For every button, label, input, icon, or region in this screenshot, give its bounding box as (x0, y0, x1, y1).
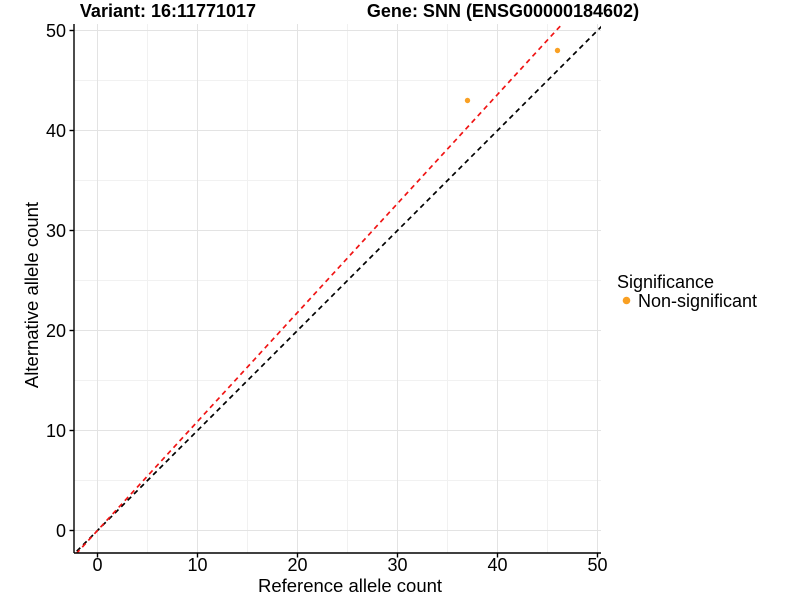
plot-title-gene: Gene: SNN (ENSG00000184602) (367, 1, 639, 21)
identity-line (74, 25, 601, 553)
legend-item-label: Non-significant (638, 291, 757, 311)
y-tick-label: 30 (46, 221, 66, 241)
y-axis-title: Alternative allele count (21, 202, 42, 388)
reference-lines (74, 24, 601, 553)
x-tick-label: 10 (187, 555, 207, 575)
x-axis-title: Reference allele count (258, 575, 442, 596)
legend-key-dot (622, 296, 631, 305)
legend-title: Significance (617, 272, 714, 292)
gridlines (74, 24, 601, 553)
y-tick-label: 20 (46, 321, 66, 341)
plot-title-variant: Variant: 16:11771017 (80, 1, 256, 21)
x-tick-label: 40 (487, 555, 507, 575)
data-points (464, 47, 561, 104)
plot-panel (74, 24, 601, 553)
x-tick-label: 50 (587, 555, 607, 575)
y-tick-label: 10 (46, 421, 66, 441)
y-tick-label: 0 (56, 521, 66, 541)
data-point (464, 97, 471, 104)
y-tick-label: 40 (46, 121, 66, 141)
x-tick-label: 20 (287, 555, 307, 575)
y-tick-label: 50 (46, 21, 66, 41)
legend: Significance Non-significant (617, 272, 757, 311)
x-tick-label: 0 (92, 555, 102, 575)
x-tick-label: 30 (387, 555, 407, 575)
data-point (554, 47, 561, 54)
tick-marks (69, 29, 599, 558)
